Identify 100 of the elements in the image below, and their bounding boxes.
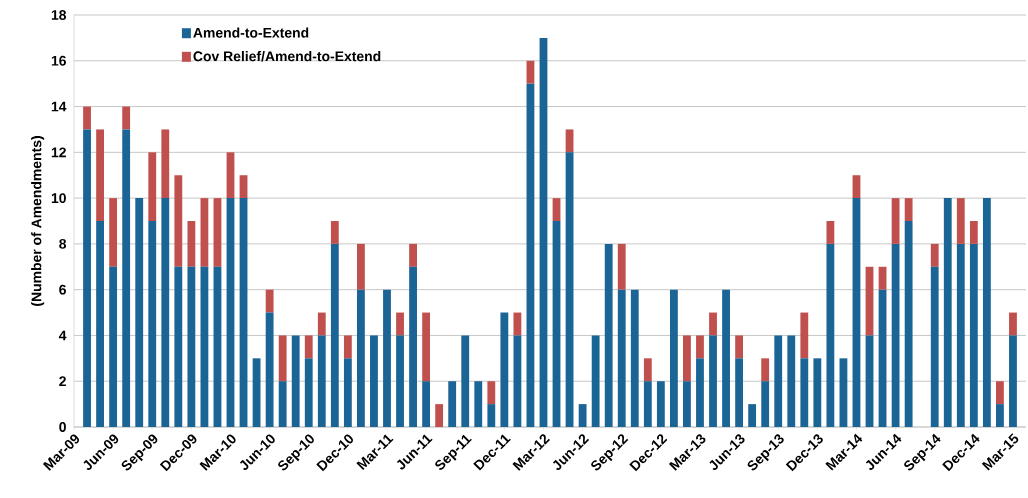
- legend-label: Cov Relief/Amend-to-Extend: [193, 51, 381, 62]
- bar: [722, 289, 730, 427]
- bar: [357, 289, 365, 427]
- bar: [487, 404, 496, 427]
- bar: [565, 129, 574, 153]
- bar: [226, 198, 235, 427]
- bar: [826, 243, 835, 427]
- bar: [683, 381, 691, 427]
- bar: [565, 152, 574, 427]
- bar: [800, 312, 809, 359]
- bar: [748, 404, 757, 427]
- bar: [956, 198, 965, 244]
- bar: [422, 381, 431, 427]
- bar: [891, 198, 900, 244]
- bar: [813, 358, 822, 427]
- y-tick-label: 0: [59, 422, 66, 432]
- bar: [904, 221, 913, 427]
- bar: [617, 289, 626, 427]
- bar: [174, 175, 183, 267]
- bar: [487, 381, 496, 405]
- bar: [852, 175, 861, 199]
- bar: [239, 175, 248, 199]
- bar: [409, 266, 417, 427]
- bar: [943, 198, 952, 427]
- bar: [148, 152, 157, 221]
- bar: [174, 266, 183, 427]
- bar: [135, 198, 144, 427]
- bar: [774, 335, 783, 427]
- bar: [1009, 312, 1017, 336]
- bar: [187, 266, 196, 427]
- bar: [304, 335, 313, 359]
- bar: [683, 335, 691, 382]
- bar: [161, 129, 170, 199]
- bar: [617, 243, 626, 290]
- bar: [709, 312, 717, 336]
- bar: [109, 266, 118, 427]
- bar: [187, 221, 196, 267]
- bar: [357, 243, 365, 290]
- bar: [969, 221, 978, 244]
- bar: [513, 312, 522, 336]
- bar: [148, 221, 157, 427]
- bar: [552, 198, 561, 221]
- bar: [696, 335, 704, 359]
- bar: [330, 221, 339, 244]
- bar: [370, 335, 378, 427]
- bar: [304, 358, 313, 427]
- bar: [396, 335, 404, 427]
- bar: [343, 358, 352, 427]
- y-tick-label: 10: [51, 193, 66, 204]
- bar: [800, 358, 809, 427]
- bar: [383, 289, 391, 427]
- bar: [396, 312, 404, 336]
- bar: [239, 198, 248, 427]
- bar: [865, 335, 874, 427]
- bar: [735, 358, 744, 427]
- y-tick-label: 14: [51, 101, 67, 112]
- bar: [787, 335, 796, 427]
- bar: [278, 335, 287, 382]
- bar: [252, 358, 261, 427]
- bar: [83, 106, 91, 130]
- y-axis-title: (Number of Amendments): [31, 136, 45, 306]
- bar: [330, 243, 339, 427]
- bar: [109, 198, 118, 267]
- bar: [213, 198, 222, 267]
- y-tick-label: 12: [51, 147, 66, 158]
- bar: [278, 381, 287, 427]
- bar: [591, 335, 600, 427]
- y-tick-label: 8: [59, 238, 67, 249]
- bar: [317, 335, 326, 427]
- y-tick-label: 4: [58, 330, 67, 341]
- bar: [839, 358, 848, 427]
- bar: [409, 243, 417, 267]
- bar: [96, 221, 104, 427]
- bar: [448, 381, 457, 427]
- bar: [122, 129, 131, 427]
- bar: [474, 381, 483, 427]
- bar: [1009, 335, 1017, 427]
- bar: [904, 198, 913, 221]
- bar: [200, 198, 209, 267]
- bar: [852, 198, 861, 427]
- bar: [226, 152, 235, 199]
- y-tick-label: 16: [51, 55, 66, 66]
- legend-label: Amend-to-Extend: [193, 27, 309, 38]
- bar: [630, 289, 639, 427]
- y-tick-label: 6: [59, 284, 66, 295]
- bar: [761, 358, 770, 382]
- bar: [343, 335, 352, 359]
- bar: [982, 198, 991, 427]
- bar: [526, 60, 535, 84]
- bar: [122, 106, 131, 130]
- bar: [513, 335, 522, 427]
- bar: [265, 312, 274, 427]
- bar: [422, 312, 431, 382]
- bar: [878, 266, 887, 290]
- y-tick-label: 18: [51, 10, 67, 20]
- bar: [317, 312, 326, 336]
- bar: [643, 381, 652, 427]
- bar: [696, 358, 704, 427]
- bar: [996, 381, 1004, 405]
- bar: [930, 243, 939, 267]
